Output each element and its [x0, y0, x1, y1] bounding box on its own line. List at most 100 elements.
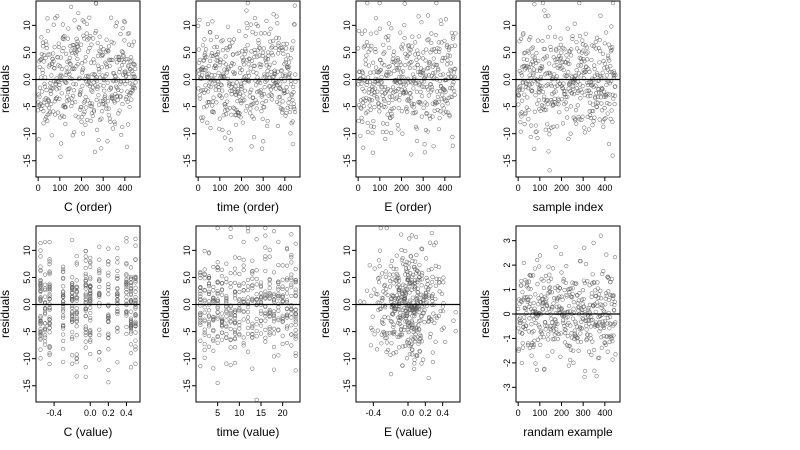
data-point	[565, 94, 570, 99]
data-point	[605, 111, 610, 116]
data-point	[59, 141, 64, 146]
data-point	[268, 62, 273, 67]
data-point	[61, 338, 66, 343]
data-point	[224, 296, 229, 301]
data-point	[259, 146, 265, 151]
data-point	[526, 279, 532, 284]
data-point	[610, 339, 615, 344]
data-point	[207, 58, 213, 63]
data-point	[547, 70, 553, 76]
data-point	[124, 144, 130, 149]
data-point	[570, 33, 575, 39]
data-point	[570, 295, 575, 300]
data-point	[92, 149, 98, 154]
data-point	[607, 101, 612, 107]
data-point	[415, 299, 420, 304]
data-point	[271, 270, 277, 275]
data-point	[597, 37, 602, 43]
data-point	[50, 86, 56, 91]
data-point	[407, 236, 412, 241]
y-tick-label: 0.0	[22, 298, 32, 311]
data-point	[548, 72, 553, 77]
data-point	[133, 324, 138, 329]
data-point	[604, 334, 610, 339]
data-point	[407, 298, 412, 303]
data-point	[107, 63, 112, 68]
data-point	[97, 290, 102, 295]
data-point	[236, 50, 241, 56]
data-point	[397, 334, 402, 339]
data-point	[209, 53, 214, 58]
data-point	[568, 131, 573, 136]
data-point	[83, 279, 88, 284]
data-point	[557, 294, 562, 299]
data-point	[88, 288, 93, 293]
plot-frame	[355, 0, 461, 178]
data-point	[600, 70, 605, 75]
data-point	[243, 33, 248, 39]
data-point	[74, 298, 79, 303]
data-point	[601, 333, 606, 339]
data-point	[586, 94, 591, 99]
data-point	[524, 57, 530, 62]
data-point	[45, 16, 50, 21]
data-point	[63, 104, 68, 110]
data-point	[606, 311, 611, 316]
data-point	[73, 52, 79, 57]
data-point	[532, 306, 537, 311]
data-point	[78, 42, 84, 47]
data-point	[38, 347, 43, 352]
y-tick-label: -5	[502, 103, 512, 111]
data-point	[576, 115, 581, 120]
data-point	[531, 300, 536, 306]
data-point	[258, 331, 264, 336]
data-point	[375, 328, 380, 333]
data-point	[37, 94, 42, 99]
data-point	[414, 234, 419, 240]
data-point	[70, 335, 75, 340]
data-point	[237, 331, 242, 337]
data-point	[106, 315, 111, 321]
data-point	[526, 341, 531, 346]
data-point	[241, 343, 246, 348]
data-point	[87, 101, 93, 106]
data-point	[80, 83, 85, 89]
data-point	[563, 280, 568, 286]
data-point	[359, 106, 364, 111]
data-point	[405, 338, 410, 343]
data-point	[599, 85, 604, 91]
data-point	[84, 73, 89, 79]
data-point	[518, 36, 524, 41]
data-point	[202, 299, 207, 304]
data-point	[61, 264, 66, 269]
data-point	[99, 109, 105, 114]
data-point	[571, 348, 576, 353]
data-point	[106, 292, 111, 297]
data-point	[553, 317, 558, 322]
data-point	[404, 308, 409, 314]
data-point	[293, 351, 298, 356]
plot-frame	[195, 0, 301, 178]
data-point	[406, 341, 411, 346]
data-point	[211, 337, 216, 342]
data-point	[609, 333, 614, 338]
data-point	[83, 258, 88, 263]
data-point	[38, 254, 43, 259]
data-point	[289, 315, 294, 320]
data-point	[389, 106, 394, 112]
data-point	[198, 315, 203, 321]
data-point	[565, 315, 570, 320]
data-point	[412, 266, 418, 272]
data-point	[271, 326, 277, 331]
data-point	[285, 105, 290, 111]
data-point	[443, 339, 448, 345]
data-point	[104, 37, 109, 42]
data-point	[516, 93, 522, 98]
data-point	[115, 260, 120, 265]
data-point	[228, 326, 233, 332]
data-point	[604, 291, 609, 296]
data-point	[206, 63, 211, 69]
data-point	[594, 100, 599, 105]
data-point	[115, 311, 120, 317]
data-point	[390, 114, 395, 119]
